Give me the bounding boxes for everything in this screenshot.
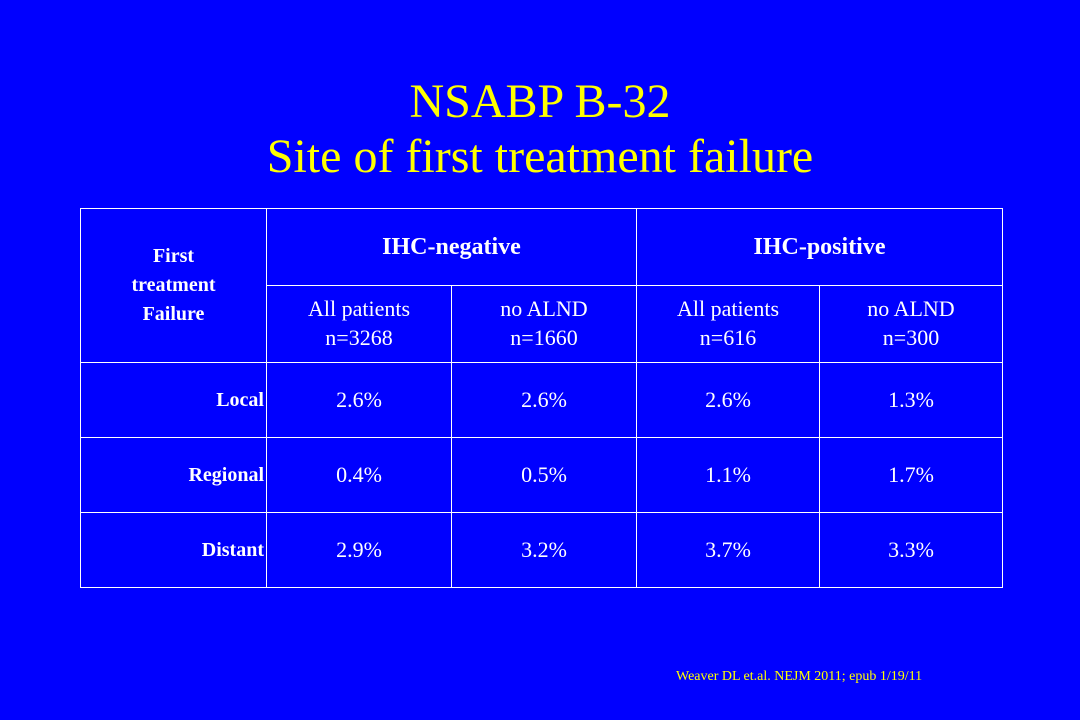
table-cell: 0.4% bbox=[266, 437, 452, 513]
row-label: Local bbox=[80, 362, 267, 438]
subheader-cell: All patients n=3268 bbox=[266, 285, 452, 363]
subheader-line: All patients bbox=[676, 296, 780, 322]
subheader-cell: no ALND n=300 bbox=[819, 285, 1003, 363]
group-header-ihc-negative: IHC-negative bbox=[266, 208, 637, 286]
corner-header-line: Failure bbox=[142, 303, 205, 325]
table-cell: 2.6% bbox=[636, 362, 820, 438]
table-row: Distant 2.9% 3.2% 3.7% 3.3% bbox=[80, 512, 1003, 588]
table-cell: 3.2% bbox=[451, 512, 637, 588]
table-cell: 0.5% bbox=[451, 437, 637, 513]
subheader-line: n=300 bbox=[882, 325, 940, 350]
group-header-ihc-positive: IHC-positive bbox=[636, 208, 1003, 286]
row-label: Distant bbox=[80, 512, 267, 588]
table-cell: 1.3% bbox=[819, 362, 1003, 438]
subheader-cell: no ALND n=1660 bbox=[451, 285, 637, 363]
table-cell: 1.7% bbox=[819, 437, 1003, 513]
table-cell: 3.3% bbox=[819, 512, 1003, 588]
subheader-line: n=1660 bbox=[510, 325, 578, 350]
corner-header-line: treatment bbox=[131, 274, 216, 296]
table-cell: 2.6% bbox=[266, 362, 452, 438]
title-line-1: NSABP B-32 bbox=[409, 75, 671, 128]
subheader-cell: All patients n=616 bbox=[636, 285, 820, 363]
row-label: Regional bbox=[80, 437, 267, 513]
table-cell: 2.9% bbox=[266, 512, 452, 588]
title-line-2: Site of first treatment failure bbox=[266, 130, 814, 184]
citation: Weaver DL et.al. NEJM 2011; epub 1/19/11 bbox=[676, 669, 923, 684]
treatment-failure-table: First treatment Failure IHC-negative IHC… bbox=[80, 208, 1003, 588]
table-row: Regional 0.4% 0.5% 1.1% 1.7% bbox=[80, 437, 1003, 513]
subheader-line: no ALND bbox=[867, 296, 955, 322]
slide-title: NSABP B-32 Site of first treatment failu… bbox=[0, 74, 1080, 184]
subheader-line: All patients bbox=[307, 296, 411, 322]
table-cell: 2.6% bbox=[451, 362, 637, 438]
subheader-line: n=616 bbox=[699, 325, 757, 350]
table-cell: 3.7% bbox=[636, 512, 820, 588]
subheader-line: n=3268 bbox=[325, 325, 393, 350]
table-cell: 1.1% bbox=[636, 437, 820, 513]
subheader-line: no ALND bbox=[500, 296, 588, 322]
corner-header-line: First bbox=[152, 245, 195, 267]
corner-header: First treatment Failure bbox=[80, 208, 267, 363]
table-row: Local 2.6% 2.6% 2.6% 1.3% bbox=[80, 362, 1003, 438]
